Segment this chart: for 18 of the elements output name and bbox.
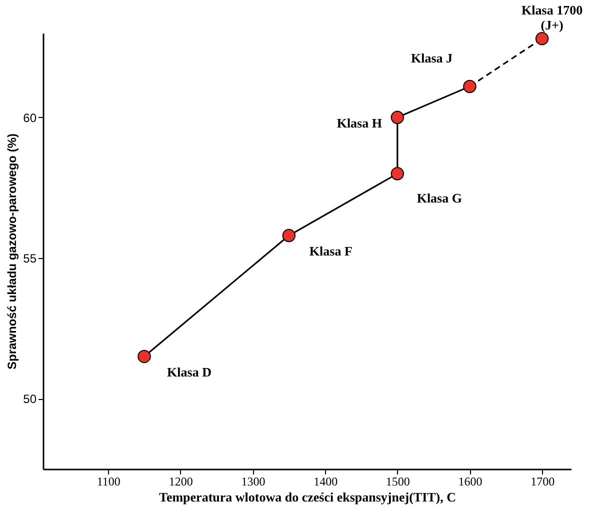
y-tick-label: 60 <box>23 110 37 125</box>
annotation: Klasa F <box>309 244 352 259</box>
annotation: Klasa J <box>410 50 453 66</box>
annotation: Klasa H <box>336 115 382 130</box>
x-tick-label: 1200 <box>168 474 193 488</box>
y-tick-label: 50 <box>23 392 37 406</box>
x-axis-title: Temperatura wlotowa do cześci ekspansyjnej(TIT), C <box>158 490 456 504</box>
y-tick-label: 55 <box>23 252 37 266</box>
x-tick-label: 1300 <box>241 474 266 488</box>
x-tick-label: 1100 <box>96 474 120 488</box>
annotation: Klasa G <box>416 190 462 206</box>
y-axis-title: Sprawność układu gazowo-parowego (%) <box>5 133 20 370</box>
annotation: Klasa 1700 (J+) <box>522 2 583 33</box>
annotation: Klasa D <box>167 364 212 380</box>
x-tick-label: 1700 <box>530 474 555 488</box>
x-tick-label: 1500 <box>386 474 410 488</box>
x-tick-label: 1600 <box>458 474 482 488</box>
x-tick-label: 1400 <box>314 474 338 488</box>
